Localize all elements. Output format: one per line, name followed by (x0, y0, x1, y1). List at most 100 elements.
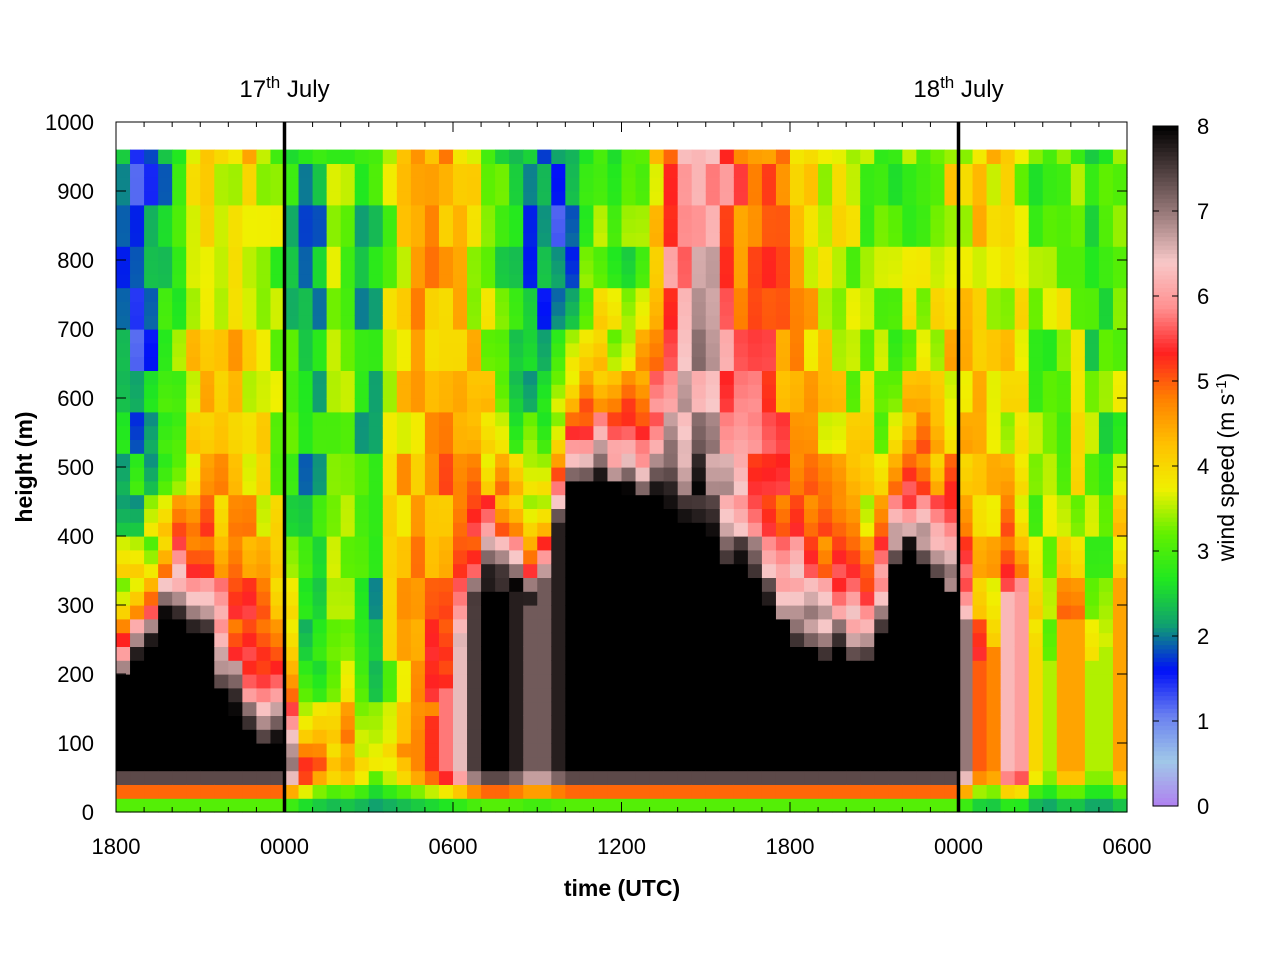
heatmap-cell (775, 618, 791, 634)
heatmap-cell (621, 715, 637, 730)
heatmap-cell (733, 549, 749, 565)
heatmap-cell (832, 618, 847, 634)
heatmap-cell (284, 411, 300, 427)
heatmap-cell (1000, 522, 1016, 537)
heatmap-cell (326, 260, 342, 275)
heatmap-cell (438, 411, 454, 427)
heatmap-cell (396, 605, 412, 620)
heatmap-cell (1098, 660, 1114, 675)
heatmap-cell (228, 329, 243, 344)
heatmap-cell (1056, 563, 1072, 578)
heatmap-cell (312, 715, 328, 730)
heatmap-cell (930, 756, 946, 772)
heatmap-cell (354, 384, 370, 399)
heatmap-cell (438, 425, 454, 440)
colorbar-title: wind speed (m s-1) (1213, 373, 1240, 562)
heatmap-cell (775, 439, 791, 454)
heatmap-cell (354, 149, 370, 164)
heatmap-cell (958, 315, 974, 330)
heatmap-cell (846, 329, 861, 344)
colorbar-segment (1153, 398, 1178, 403)
heatmap-cell (438, 784, 454, 799)
colorbar-segment (1153, 750, 1178, 756)
heatmap-cell (242, 591, 258, 606)
heatmap-cell (368, 384, 384, 399)
heatmap-cell (467, 273, 482, 289)
heatmap-cell (130, 618, 145, 634)
heatmap-cell (719, 356, 735, 371)
heatmap-cell (453, 356, 468, 371)
colorbar-segment (1153, 130, 1178, 136)
heatmap-cell (1056, 605, 1072, 620)
heatmap-cell (438, 191, 454, 206)
heatmap-cell (902, 605, 917, 620)
heatmap-cell (930, 687, 946, 703)
heatmap-cell (832, 784, 847, 799)
heatmap-cell (691, 646, 707, 661)
heatmap-cell (270, 467, 286, 482)
heatmap-cell (116, 342, 131, 358)
heatmap-cell (551, 287, 566, 302)
heatmap-cell (368, 260, 384, 275)
heatmap-cell (1056, 342, 1072, 358)
heatmap-cell (158, 301, 173, 316)
heatmap-cell (158, 549, 173, 565)
heatmap-cell (1014, 674, 1030, 689)
heatmap-cell (902, 301, 917, 316)
heatmap-cell (972, 798, 988, 813)
heatmap-cell (930, 370, 946, 385)
heatmap-cell (495, 660, 510, 675)
heatmap-cell (860, 163, 875, 178)
heatmap-cell (424, 439, 440, 454)
heatmap-cell (719, 770, 735, 785)
heatmap-cell (537, 453, 552, 468)
heatmap-cell (1084, 508, 1100, 523)
colorbar-segment (1153, 160, 1178, 165)
heatmap-cell (565, 191, 580, 206)
heatmap-cell (424, 784, 440, 799)
heatmap-cell (172, 687, 187, 703)
heatmap-cell (1070, 674, 1086, 689)
heatmap-cell (635, 508, 651, 523)
heatmap-cell (116, 480, 131, 496)
heatmap-cell (1112, 301, 1128, 316)
heatmap-cell (495, 591, 510, 606)
heatmap-cell (930, 494, 946, 509)
heatmap-cell (270, 425, 286, 440)
heatmap-cell (663, 798, 679, 813)
heatmap-cell (635, 798, 651, 813)
heatmap-cell (579, 770, 595, 785)
heatmap-cell (635, 329, 651, 344)
heatmap-cell (733, 536, 749, 551)
heatmap-cell (733, 287, 749, 302)
heatmap-cell (874, 784, 889, 799)
heatmap-cell (579, 439, 595, 454)
colorbar-segment (1153, 270, 1178, 276)
month-name: July (954, 76, 1003, 103)
heatmap-cell (172, 632, 187, 647)
heatmap-cell (523, 563, 538, 578)
heatmap-cell (916, 549, 932, 565)
heatmap-cell (1098, 591, 1114, 606)
heatmap-cell (368, 632, 384, 647)
heatmap-cell (804, 177, 819, 192)
heatmap-cell (649, 232, 665, 247)
heatmap-cell (733, 715, 749, 730)
heatmap-cell (972, 784, 988, 799)
heatmap-cell (551, 618, 566, 634)
heatmap-cell (944, 605, 960, 620)
heatmap-cell (1042, 439, 1058, 454)
heatmap-cell (621, 784, 637, 799)
heatmap-cell (958, 687, 974, 703)
heatmap-cell (242, 315, 258, 330)
heatmap-cell (874, 439, 889, 454)
heatmap-cell (228, 273, 243, 289)
heatmap-cell (200, 508, 215, 523)
heatmap-cell (846, 370, 861, 385)
heatmap-cell (565, 798, 580, 813)
heatmap-cell (312, 687, 328, 703)
colorbar-segment (1153, 457, 1178, 463)
heatmap-cell (705, 798, 721, 813)
heatmap-cell (523, 549, 538, 565)
heatmap-cell (1070, 536, 1086, 551)
